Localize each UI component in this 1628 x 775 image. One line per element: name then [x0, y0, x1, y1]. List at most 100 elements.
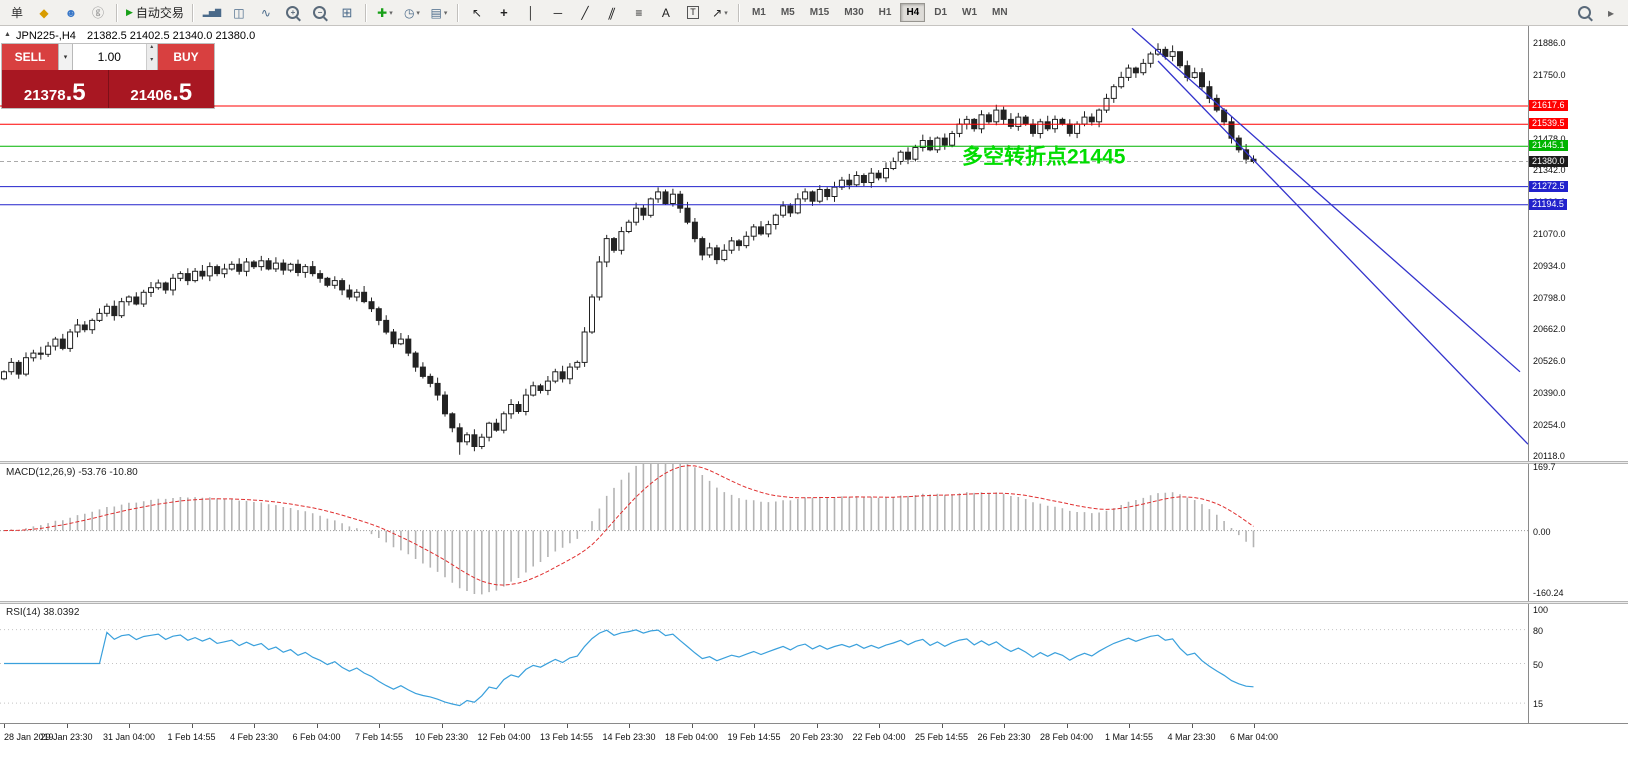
chart-shift-icon[interactable]: ▸ — [1607, 5, 1615, 20]
time-tick — [379, 724, 380, 728]
ohlc-readout: 21382.5 21402.5 21340.0 21380.0 — [86, 30, 256, 42]
dropdown-arrow-icon: ▾ — [389, 9, 393, 17]
auto-trading-button[interactable]: ▶ 自动交易 — [126, 6, 184, 20]
templates-icon[interactable]: ▤ ▾ — [430, 5, 448, 20]
candlestick-chart-icon[interactable]: ◫ — [233, 5, 245, 20]
time-axis-label: 19 Feb 14:55 — [727, 732, 781, 742]
time-tick — [691, 724, 693, 728]
time-axis-label: 26 Feb 23:30 — [977, 732, 1031, 742]
time-axis-label: 12 Feb 04:00 — [477, 732, 531, 742]
timeframe-button-h1[interactable]: H1 — [878, 7, 892, 18]
volume-decrease-button[interactable]: ▾ — [146, 57, 157, 70]
arrows-icon[interactable]: ↗ ▾ — [712, 5, 728, 20]
time-axis-label: 22 Feb 04:00 — [852, 732, 906, 742]
macd-label: MACD(12,26,9) -53.76 -10.80 — [6, 467, 138, 478]
main-chart-pane[interactable]: 多空转折点21445 — [0, 26, 1628, 461]
timeframe-button-m1[interactable]: M1 — [751, 7, 766, 18]
chart-annotation-text[interactable]: 多空转折点21445 — [962, 145, 1126, 169]
time-axis-label: 14 Feb 23:30 — [602, 732, 656, 742]
volume-increase-button[interactable]: ▴ — [146, 44, 157, 57]
time-axis-label: 13 Feb 14:55 — [539, 732, 594, 742]
periods-icon[interactable]: ◷ ▾ — [403, 5, 420, 20]
macd-histogram — [10, 464, 1255, 595]
tile-windows-icon[interactable]: ⊞ — [341, 4, 353, 20]
time-axis[interactable]: 28 Jan 2019 29 Jan 23:30 31 Jan 04:00 1 Feb… — [0, 724, 1628, 774]
lot-size-dropdown-button[interactable]: ▾ — [58, 44, 72, 70]
time-tick — [1129, 724, 1130, 728]
pane-divider[interactable] — [0, 601, 1628, 604]
text-label-icon[interactable]: T — [680, 2, 706, 24]
line-chart-icon[interactable]: ∿ — [260, 5, 271, 20]
time-tick — [4, 724, 5, 728]
sell-button[interactable]: SELL — [2, 44, 58, 70]
vertical-line-icon[interactable]: │ — [527, 5, 535, 20]
time-axis-label: 1 Feb 14:55 — [167, 732, 216, 742]
time-tick — [1066, 724, 1068, 728]
timeframe-button-mn[interactable]: MN — [992, 7, 1008, 18]
time-axis-label: 4 Feb 23:30 — [229, 732, 279, 742]
buy-button[interactable]: BUY — [158, 44, 214, 70]
time-axis-label: 25 Feb 14:55 — [914, 732, 969, 742]
buy-price-display[interactable]: 21406.5 — [108, 70, 214, 108]
community-icon[interactable]: ⓖ — [91, 6, 104, 20]
bar-chart-icon[interactable]: ▂▅▇ — [202, 8, 222, 17]
time-axis-label: 6 Feb 04:00 — [292, 732, 341, 742]
dropdown-arrow-icon: ▾ — [443, 9, 448, 17]
trend-line[interactable] — [1157, 60, 1529, 445]
macd-pane[interactable] — [0, 464, 1628, 601]
time-tick — [1191, 724, 1193, 728]
toolbar: 单 ◆ ☻ ⓖ ▶ 自动交易 ▂▅▇ ◫ ∿ + − ⊞ ✚ ▾ ◷ ▾ ▤ ▾ ↖ + │ ─ ╱ ∥ ≡ A T ↗ ▾ M1 M5 M1… — [0, 0, 1628, 26]
toolbar-separator — [737, 3, 740, 22]
profile-icon[interactable]: ☻ — [64, 5, 78, 20]
cursor-icon[interactable]: ↖ — [471, 5, 482, 20]
timeframe-button-h4[interactable]: H4 — [900, 3, 926, 22]
time-tick — [441, 724, 443, 728]
crosshair-icon[interactable]: + — [500, 5, 508, 20]
pane-divider[interactable] — [0, 461, 1628, 464]
indicators-icon[interactable]: ✚ ▾ — [377, 5, 393, 20]
volume-input[interactable] — [73, 44, 146, 70]
time-axis-label: 1 Mar 14:55 — [1104, 732, 1154, 742]
horizontal-line-icon[interactable]: ─ — [553, 5, 563, 20]
time-tick — [129, 724, 130, 728]
timeframe-button-m30[interactable]: M30 — [844, 7, 864, 18]
play-icon: ▶ — [126, 7, 133, 17]
time-axis-label: 4 Mar 23:30 — [1167, 732, 1216, 742]
symbol-period-label: JPN225-,H4 — [16, 30, 76, 42]
sell-price-display[interactable]: 21378.5 — [2, 70, 109, 108]
one-click-toggle-icon[interactable]: ▲ — [4, 31, 11, 38]
time-axis-label: 20 Feb 23:30 — [789, 732, 844, 742]
new-order-button[interactable]: 单 — [10, 6, 23, 20]
channel-icon[interactable]: ∥ — [606, 5, 618, 20]
trend-line[interactable] — [1131, 27, 1521, 373]
toolbar-separator — [191, 3, 194, 22]
time-tick — [1254, 724, 1255, 728]
timeframe-button-w1[interactable]: W1 — [962, 7, 978, 18]
timeframe-button-m5[interactable]: M5 — [780, 7, 795, 18]
time-tick — [629, 724, 630, 728]
time-tick — [191, 724, 193, 728]
price-axis-border — [1528, 26, 1529, 723]
rsi-pane[interactable] — [0, 604, 1628, 723]
time-axis-border — [0, 723, 1628, 724]
sell-price-frac: .5 — [65, 79, 86, 107]
time-tick — [1004, 724, 1005, 728]
fibonacci-icon[interactable]: ≡ — [635, 5, 643, 20]
zoom-in-icon[interactable]: + — [280, 2, 306, 24]
time-tick — [941, 724, 943, 728]
zoom-out-icon[interactable]: − — [307, 2, 333, 24]
timeframe-button-m15[interactable]: M15 — [809, 7, 830, 18]
time-tick — [316, 724, 318, 728]
time-tick — [754, 724, 755, 728]
buy-price-frac: .5 — [172, 79, 193, 107]
sell-price-main: 21378 — [23, 87, 66, 104]
time-axis-label: 28 Feb 04:00 — [1039, 732, 1094, 742]
time-axis-label: 10 Feb 23:30 — [414, 732, 469, 742]
time-tick — [66, 724, 68, 728]
trendline-icon[interactable]: ╱ — [581, 5, 589, 20]
chart-window-icon[interactable]: ◆ — [39, 5, 49, 20]
magnifier-glyph: − — [313, 6, 327, 19]
search-icon[interactable] — [1571, 2, 1597, 24]
timeframe-button-d1[interactable]: D1 — [934, 7, 948, 18]
text-icon[interactable]: A — [661, 5, 670, 20]
